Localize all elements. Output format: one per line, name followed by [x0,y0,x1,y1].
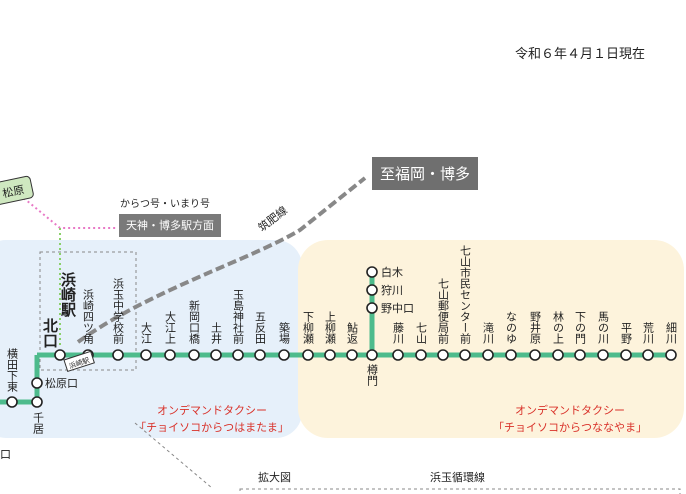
stop-marker [141,350,151,360]
stop-marker [393,350,403,360]
stop-label: 林の上 [552,310,565,344]
stop-marker [7,397,17,407]
stop-marker [325,350,335,360]
stop-marker [367,285,377,295]
route-map: 筑肥線 からつ号・いまり号 天神・博多駅方面 至福岡・博多 松原 口 令和６年４… [0,0,686,494]
stop-marker [303,350,313,360]
express-route [20,195,118,228]
hub-label: 浜崎駅 [59,271,77,318]
stop-label: 下柳瀬 [302,311,315,345]
zoom-box [240,489,680,494]
stop-marker [255,350,265,360]
stop-label: 横田下東 [6,347,19,393]
stop-marker [621,350,631,360]
stop-marker [113,350,123,360]
stop-marker [347,350,357,360]
stop-label: 平野 [620,322,633,344]
stop-marker [189,350,199,360]
taxi-name: 「チョイソコからつななやま」 [493,421,647,434]
rail-label: 筑肥線 [255,203,290,234]
stop-marker [367,303,377,313]
stop-label: 滝川 [482,322,495,344]
stop-marker [211,350,221,360]
stop-label: 玉島神社前 [232,289,245,345]
date: 令和６年４月１日現在 [515,47,645,62]
stop-marker [279,350,289,360]
left-partial: 口 [0,448,11,461]
stop-label: 浜崎四ツ角 [82,289,95,345]
stop-label: 土井 [210,322,223,345]
fukuoka-label: 至福岡・博多 [380,165,470,183]
stop-marker [32,397,42,407]
stop-label: 荒川 [642,322,655,344]
stop-marker [598,350,608,360]
stop-label: 七山 [415,322,428,344]
stop-marker [666,350,676,360]
stop-label: 樽門 [366,363,379,387]
stop-marker [506,350,516,360]
stop-marker [438,350,448,360]
stop-label: なのゆ [505,311,518,344]
stop-label: 馬の川 [597,311,610,344]
express-title: からつ号・いまり号 [120,198,210,210]
express-dest: 天神・博多駅方面 [126,218,214,232]
stop-label: 築場 [278,321,291,345]
stop-label: 狩川 [381,283,403,297]
stop-label: 大江 [140,321,153,344]
taxi-name: 「チョイソコからつはまたま」 [135,421,289,434]
taxi-label: オンデマンドタクシー [157,403,267,417]
stop-label: 浜玉中学校前 [112,278,125,345]
stop-marker [367,350,377,360]
stop-label: 上柳瀬 [324,311,337,345]
stop-label: 白木 [381,265,403,279]
stop-label: 千居 [32,412,45,435]
stop-label: 大江上 [164,310,177,344]
stop-label: 新岡口橋 [188,299,201,345]
stop-marker [483,350,493,360]
hub-label: 北口 [41,318,59,348]
stop-marker [55,350,65,360]
stop-marker [575,350,585,360]
stop-marker [460,350,470,360]
zoom-label: 拡大図 [258,470,291,484]
stop-label: 細川 [665,322,678,344]
stop-label: 野井原 [529,311,542,344]
stop-label: 下の門 [574,311,587,345]
stop-label: 七山市民センター前 [459,245,472,345]
stop-marker [165,350,175,360]
loop-line: 浜玉循環線 [430,470,485,484]
stop-label: 鮎返 [346,321,359,344]
stop-marker [416,350,426,360]
stop-label: 松原口 [45,376,78,390]
stop-marker [553,350,563,360]
stop-label: 藤川 [392,322,405,344]
stop-marker [233,350,243,360]
stop-label: 野中口 [381,302,414,315]
stop-marker [32,378,42,388]
stop-label: 五反田 [254,311,267,344]
stop-marker [530,350,540,360]
stop-label: 七山郵便局前 [437,278,450,345]
taxi-label: オンデマンドタクシー [515,403,625,417]
stop-marker [367,267,377,277]
stop-marker [643,350,653,360]
